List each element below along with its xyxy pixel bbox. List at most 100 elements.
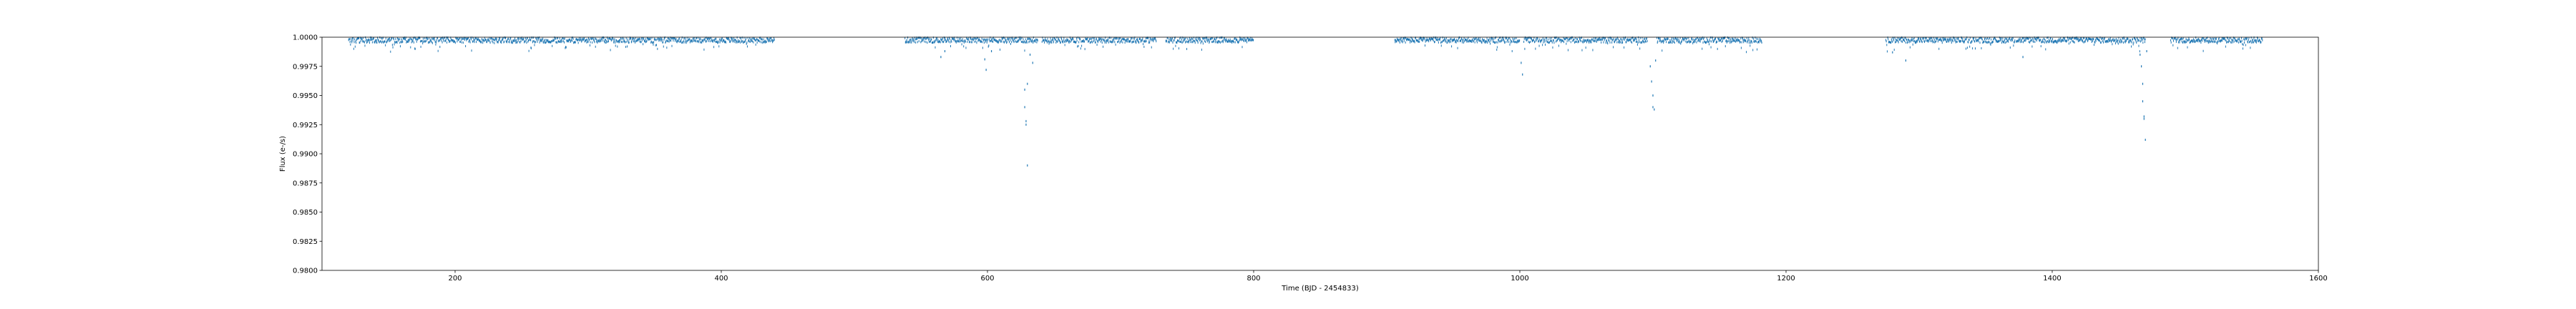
flux-point [419, 36, 421, 39]
flux-point [635, 36, 636, 39]
flux-point [2251, 41, 2253, 44]
flux-point [2143, 36, 2145, 39]
flux-point [2229, 39, 2230, 42]
flux-point [914, 38, 916, 41]
flux-point [2057, 39, 2059, 42]
flux-point [1974, 47, 1976, 50]
flux-point [1407, 39, 1409, 41]
flux-point [1546, 36, 1547, 39]
flux-point [716, 41, 717, 44]
flux-point [2065, 39, 2067, 42]
flux-point [1129, 40, 1131, 43]
flux-point [479, 40, 481, 43]
flux-point [978, 37, 980, 40]
flux-point [2246, 36, 2248, 39]
flux-point [1068, 41, 1070, 44]
flux-point [971, 38, 972, 41]
flux-point [1913, 36, 1915, 39]
flux-point [1026, 41, 1028, 44]
flux-point [1634, 39, 1636, 41]
flux-point [1055, 38, 1056, 41]
flux-point [2075, 36, 2077, 39]
flux-point [2235, 39, 2236, 42]
flux-point [1053, 41, 1055, 44]
flux-point [382, 36, 384, 39]
flux-point [1966, 38, 1967, 41]
flux-point [490, 37, 492, 40]
flux-point [2082, 40, 2084, 43]
flux-point [457, 39, 459, 41]
flux-point [1069, 39, 1070, 42]
flux-point [509, 39, 510, 41]
flux-point [636, 39, 638, 42]
flux-point [1958, 40, 1960, 43]
flux-point [1484, 41, 1485, 44]
flux-point [1922, 37, 1923, 40]
flux-point [1108, 36, 1110, 39]
flux-point [601, 38, 602, 41]
flux-point [1717, 36, 1719, 39]
flux-point [1964, 38, 1966, 41]
flux-point [1476, 39, 1478, 42]
flux-point [1411, 37, 1413, 40]
flux-point [1221, 36, 1223, 39]
flux-point [1194, 41, 1196, 44]
flux-point [1443, 39, 1445, 41]
flux-point [977, 39, 979, 42]
flux-point [768, 38, 769, 41]
flux-point [741, 40, 743, 43]
flux-point [954, 36, 955, 39]
flux-point [2200, 39, 2201, 42]
flux-point [937, 39, 939, 41]
flux-point [1239, 38, 1241, 41]
flux-point [1433, 41, 1435, 44]
flux-point [1126, 40, 1128, 43]
flux-point [1636, 38, 1637, 41]
flux-point [726, 37, 728, 40]
flux-point [1103, 39, 1105, 42]
flux-point [1968, 38, 1969, 41]
flux-point [2045, 48, 2046, 51]
flux-point [1619, 39, 1621, 42]
flux-point [1622, 38, 1624, 41]
flux-point [552, 39, 554, 41]
flux-point [2223, 38, 2224, 41]
flux-point [1969, 45, 1971, 48]
flux-point [1963, 41, 1964, 44]
flux-point [1177, 39, 1179, 42]
flux-point [1431, 37, 1433, 40]
flux-point [2132, 38, 2134, 41]
flux-point [610, 39, 612, 41]
flux-point [389, 37, 390, 40]
flux-point [1659, 39, 1660, 42]
flux-point [641, 37, 643, 40]
flux-point [374, 41, 375, 44]
flux-point [384, 40, 386, 43]
flux-point [929, 40, 930, 43]
flux-point [1442, 40, 1443, 43]
flux-point [402, 41, 404, 44]
flux-point [1711, 40, 1712, 43]
flux-point [951, 40, 952, 43]
flux-point [617, 45, 618, 48]
flux-point [1676, 37, 1677, 40]
flux-point [1930, 37, 1931, 40]
flux-point [1218, 41, 1219, 44]
flux-point [557, 39, 559, 42]
flux-point [555, 41, 557, 44]
flux-point [1075, 37, 1077, 40]
flux-point [607, 36, 608, 39]
flux-point [1686, 38, 1687, 41]
flux-point [421, 39, 423, 42]
flux-point [2120, 39, 2122, 41]
flux-point [1972, 36, 1974, 39]
flux-point [1559, 39, 1561, 42]
flux-point [1989, 36, 1991, 39]
flux-point [2094, 39, 2096, 41]
flux-point [689, 38, 691, 41]
flux-point [1900, 37, 1901, 40]
flux-point [1561, 39, 1563, 42]
flux-point [1212, 41, 1214, 44]
flux-point [726, 36, 727, 39]
flux-point [1483, 39, 1485, 41]
